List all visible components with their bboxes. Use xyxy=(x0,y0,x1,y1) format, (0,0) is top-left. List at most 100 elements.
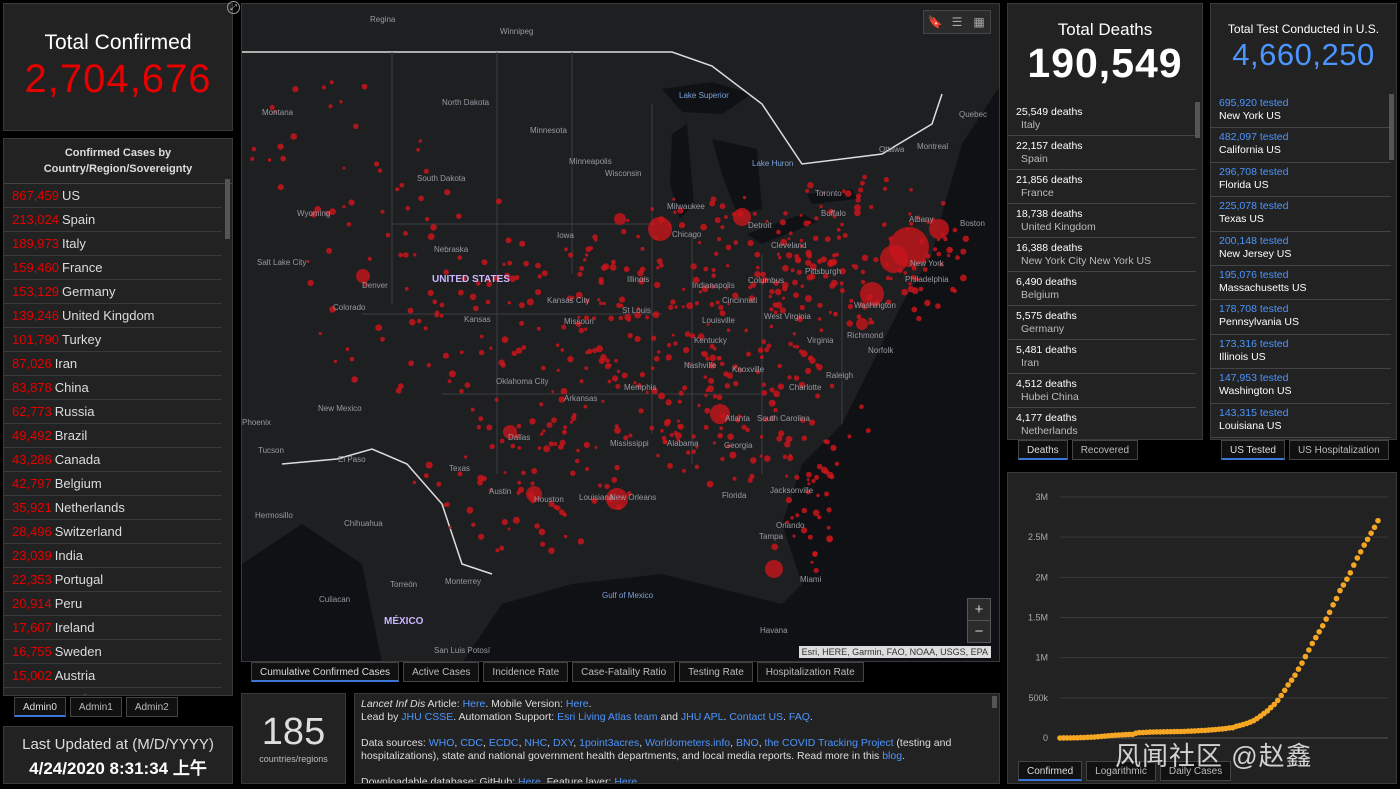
dxy-link[interactable]: DXY xyxy=(553,737,574,749)
article-link[interactable]: Here xyxy=(462,698,486,710)
country-row[interactable]: 159,460 France xyxy=(4,256,222,280)
basemap-gallery-icon[interactable]: ▦ xyxy=(973,15,985,29)
map-layer-tab[interactable]: Active Cases xyxy=(403,662,480,682)
case-bubble xyxy=(509,275,516,283)
country-row[interactable]: 83,878 China xyxy=(4,376,222,400)
tests-row[interactable]: 178,708 tested Pennsylvania US xyxy=(1211,300,1391,335)
jhu-apl-link[interactable]: JHU APL xyxy=(680,711,724,723)
country-row[interactable]: 213,024 Spain xyxy=(4,208,222,232)
country-row[interactable]: 43,286 Canada xyxy=(4,448,222,472)
country-row[interactable]: 17,607 Ireland xyxy=(4,616,222,640)
tests-row[interactable]: 296,708 tested Florida US xyxy=(1211,163,1391,198)
github-link[interactable]: Here xyxy=(518,776,541,784)
deaths-row[interactable]: 4,512 deaths Hubei China xyxy=(1008,374,1196,408)
bno-link[interactable]: BNO xyxy=(735,737,759,749)
map-layer-tab[interactable]: Cumulative Confirmed Cases xyxy=(251,662,400,682)
tests-tab[interactable]: US Tested xyxy=(1221,440,1285,460)
tests-row[interactable]: 482,097 tested California US xyxy=(1211,128,1391,163)
country-row[interactable]: 16,755 Sweden xyxy=(4,640,222,664)
country-row[interactable]: 101,790 Turkey xyxy=(4,328,222,352)
esri-link[interactable]: Esri Living Atlas team xyxy=(557,711,658,723)
map-layer-tab[interactable]: Hospitalization Rate xyxy=(756,662,864,682)
deaths-scrollbar[interactable] xyxy=(1195,102,1200,138)
nhc-link[interactable]: NHC xyxy=(524,737,548,749)
tests-scrollbar[interactable] xyxy=(1389,94,1394,160)
map-attribution[interactable]: Esri, HERE, Garmin, FAO, NOAA, USGS, EPA xyxy=(798,646,991,658)
info-scrollbar[interactable] xyxy=(992,696,997,708)
who-link[interactable]: WHO xyxy=(428,737,455,749)
tests-row[interactable]: 147,953 tested Washington US xyxy=(1211,369,1391,404)
country-row[interactable]: 15,002 Austria xyxy=(4,664,222,688)
admin-tab[interactable]: Admin0 xyxy=(14,697,66,717)
tests-row[interactable]: 200,148 tested New Jersey US xyxy=(1211,232,1391,266)
tests-tab[interactable]: US Hospitalization xyxy=(1288,440,1389,460)
tests-row[interactable]: 695,920 tested New York US xyxy=(1211,94,1391,129)
zoom-out-button[interactable]: − xyxy=(974,623,984,640)
tests-row[interactable]: 143,315 tested Louisiana US xyxy=(1211,404,1391,438)
country-row[interactable]: 87,026 Iran xyxy=(4,352,222,376)
country-name: Spain xyxy=(62,212,96,227)
bookmark-icon[interactable]: 🔖 xyxy=(927,15,943,29)
country-list-scrollbar[interactable] xyxy=(225,179,230,239)
deaths-tab[interactable]: Deaths xyxy=(1018,440,1068,460)
case-bubble xyxy=(826,507,832,513)
deaths-row[interactable]: 4,177 deaths Netherlands xyxy=(1008,408,1196,439)
country-row[interactable]: 35,921 Netherlands xyxy=(4,496,222,520)
deaths-row[interactable]: 5,575 deaths Germany xyxy=(1008,306,1196,340)
covid-tracking-link[interactable]: the COVID Tracking Project xyxy=(764,737,894,749)
map-layer-tab[interactable]: Case-Fatality Ratio xyxy=(572,662,676,682)
1point3acres-link[interactable]: 1point3acres xyxy=(579,737,640,749)
blog-link[interactable]: blog xyxy=(882,750,903,762)
country-row[interactable]: 49,492 Brazil xyxy=(4,424,222,448)
chart-tab[interactable]: Daily Cases xyxy=(1159,761,1232,781)
contact-link[interactable]: Contact US xyxy=(729,711,784,723)
map-layer-tab[interactable]: Testing Rate xyxy=(679,662,753,682)
country-row[interactable]: 153,129 Germany xyxy=(4,280,222,304)
country-row[interactable]: 42,797 Belgium xyxy=(4,472,222,496)
us-map[interactable]: Regina Winnipeg Montana North Dakota Minneso… xyxy=(242,4,1000,662)
country-row[interactable]: 139,246 United Kingdom xyxy=(4,304,222,328)
ecdc-link[interactable]: ECDC xyxy=(488,737,519,749)
faq-link[interactable]: FAQ xyxy=(788,711,810,723)
tests-row[interactable]: 195,076 tested Massachusetts US xyxy=(1211,266,1391,301)
chart-tab[interactable]: Confirmed xyxy=(1018,761,1083,781)
country-row[interactable]: 62,773 Russia xyxy=(4,400,222,424)
legend-icon[interactable]: ☰ xyxy=(951,15,963,29)
admin-tab[interactable]: Admin2 xyxy=(125,697,178,717)
country-row[interactable]: 22,353 Portugal xyxy=(4,568,222,592)
case-bubble xyxy=(719,426,724,431)
tests-row[interactable]: 225,078 tested Texas US xyxy=(1211,197,1391,232)
zoom-in-button[interactable]: + xyxy=(968,599,990,621)
jhu-csse-link[interactable]: JHU CSSE xyxy=(401,711,454,723)
deaths-row[interactable]: 18,738 deaths United Kingdom xyxy=(1008,204,1196,238)
cdc-link[interactable]: CDC xyxy=(460,737,483,749)
country-row[interactable]: 28,496 Switzerland xyxy=(4,520,222,544)
tests-row[interactable]: 173,316 tested Illinois US xyxy=(1211,335,1391,370)
deaths-row[interactable]: 25,549 deaths Italy xyxy=(1008,102,1196,136)
case-bubble xyxy=(694,301,700,306)
admin-tab[interactable]: Admin1 xyxy=(69,697,122,717)
case-bubble xyxy=(542,429,546,433)
country-row[interactable]: 23,039 India xyxy=(4,544,222,568)
deaths-row[interactable]: 21,856 deaths France xyxy=(1008,170,1196,204)
expand-icon[interactable]: ⤢ xyxy=(227,1,240,14)
feature-layer-link[interactable]: Here xyxy=(614,776,638,784)
mobile-version-link[interactable]: Here xyxy=(565,698,589,710)
map-view[interactable]: Regina Winnipeg Montana North Dakota Minneso… xyxy=(241,3,1000,662)
deaths-row[interactable]: 22,157 deaths Spain xyxy=(1008,136,1196,170)
country-row[interactable]: 867,459 US xyxy=(4,184,222,208)
deaths-row[interactable]: 5,481 deaths Iran xyxy=(1008,340,1196,374)
country-row[interactable]: 189,973 Italy xyxy=(4,232,222,256)
confirmed-chart[interactable]: 0 500k 1M 1.5M 2M 2.5M 3M xyxy=(1008,473,1396,763)
country-row[interactable]: 20,914 Peru xyxy=(4,592,222,616)
chart-tab[interactable]: Logarithmic xyxy=(1086,761,1156,781)
country-confirmed-value: 20,914 xyxy=(12,596,52,611)
case-bubble xyxy=(828,208,834,215)
country-row[interactable]: 14,803Israel xyxy=(4,688,222,695)
place-label: Oklahoma City xyxy=(496,377,548,386)
deaths-row[interactable]: 16,388 deaths New York City New York US xyxy=(1008,238,1196,272)
deaths-row[interactable]: 6,490 deaths Belgium xyxy=(1008,272,1196,306)
worldometers-link[interactable]: Worldometers.info xyxy=(645,737,731,749)
deaths-tab[interactable]: Recovered xyxy=(1071,440,1139,460)
map-layer-tab[interactable]: Incidence Rate xyxy=(483,662,569,682)
